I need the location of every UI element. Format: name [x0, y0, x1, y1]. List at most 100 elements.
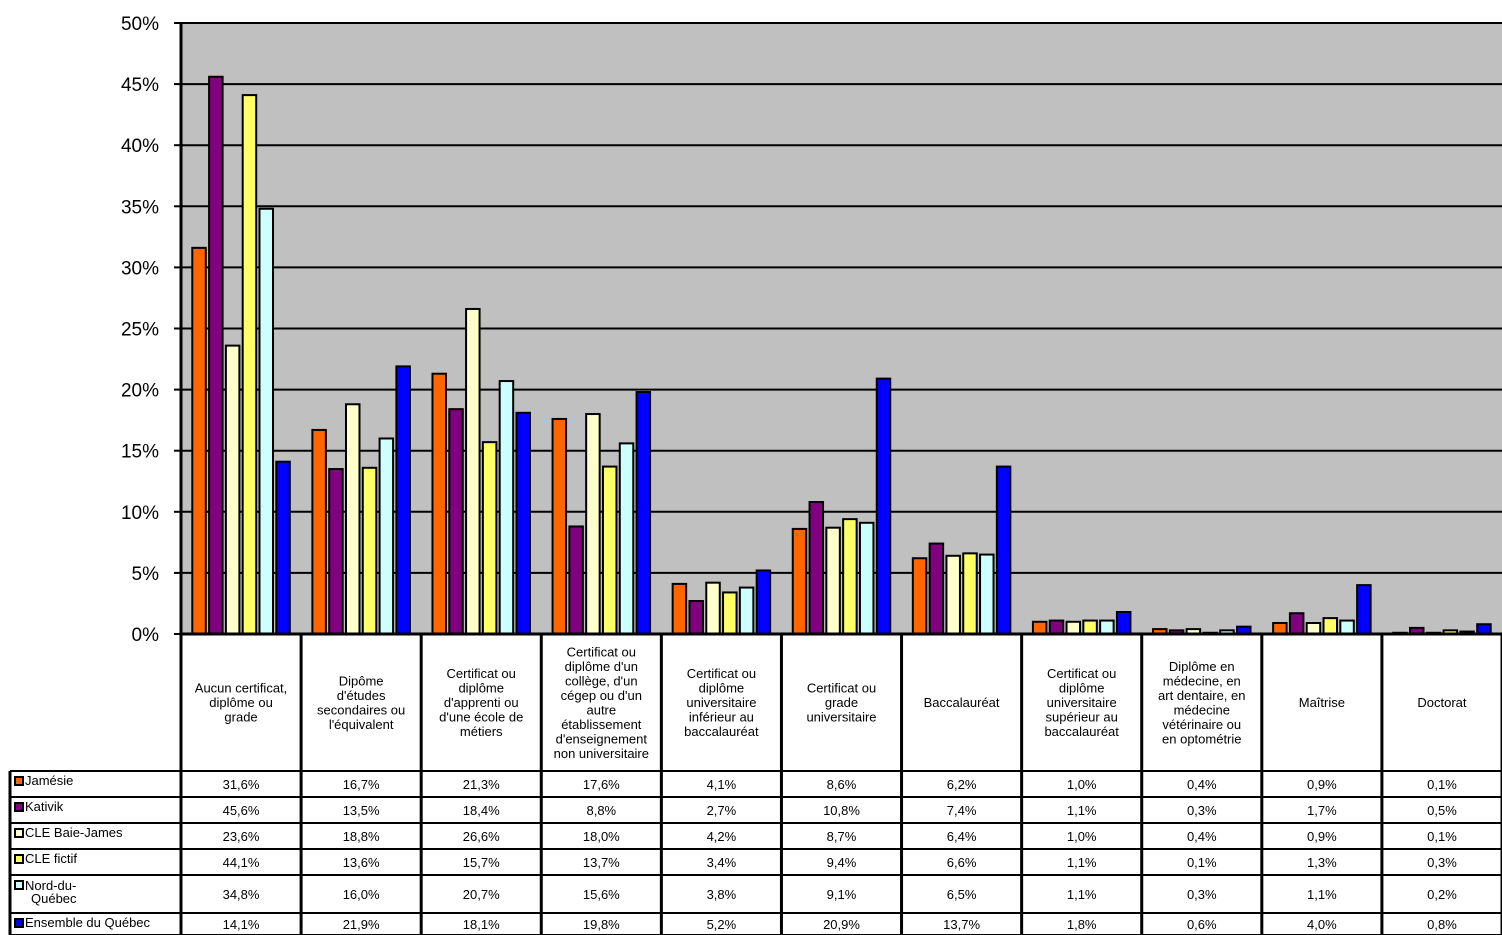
table-cell: 0,4%: [1187, 777, 1217, 792]
table-cell: 9,4%: [827, 855, 857, 870]
bar: [1322, 617, 1339, 636]
table-cell: 8,6%: [827, 777, 857, 792]
bar: [378, 437, 395, 636]
bar: [1272, 622, 1288, 636]
legend-label-line: Québec: [31, 891, 77, 906]
y-tick-label: 0%: [132, 625, 160, 646]
category-label: Certificat ou diplôme universitaire supérie…: [1044, 666, 1119, 739]
table-cell: 18,1%: [463, 917, 500, 932]
table-cell: 10,8%: [823, 803, 860, 818]
table-cell: 18,8%: [343, 829, 380, 844]
bar: [995, 465, 1012, 635]
table-cell: 23,6%: [223, 829, 260, 844]
bar: [208, 75, 224, 635]
category-label-line: universitaire: [686, 695, 756, 710]
legend-label: CLE Baie-James: [25, 825, 123, 840]
bar: [395, 365, 411, 635]
bar: [1339, 619, 1355, 635]
table-cell: 5,2%: [707, 917, 737, 932]
y-tick-label: 5%: [132, 564, 160, 585]
legend-key: [14, 828, 24, 838]
y-tick-label: 10%: [121, 503, 159, 524]
y-tick-label: 25%: [121, 320, 159, 341]
table-cell: 20,9%: [823, 917, 860, 932]
category-label-line: autre: [586, 702, 616, 717]
table-cell: 0,8%: [1427, 917, 1457, 932]
legend-key: [14, 880, 24, 890]
category-label: Doctorat: [1417, 695, 1467, 710]
bar: [568, 525, 584, 635]
table-cell: 34,8%: [223, 887, 260, 902]
bar: [328, 468, 344, 635]
table-cell: 0,9%: [1307, 829, 1337, 844]
bar: [705, 581, 721, 636]
table-cell: 7,4%: [947, 803, 977, 818]
legend-key: [14, 918, 24, 928]
bar: [962, 552, 978, 636]
table-cell: 20,7%: [463, 887, 500, 902]
legend-label: Nord-du-Québec: [25, 878, 77, 906]
category-label-line: Aucun certificat,: [195, 681, 288, 696]
category-label-line: Certificat ou: [807, 681, 876, 696]
bar: [618, 442, 635, 636]
category-label: Certificat ou diplôme d'apprenti ou d'une é…: [439, 666, 523, 739]
table-cell: 21,9%: [343, 917, 380, 932]
bar: [755, 569, 772, 635]
bar: [1099, 619, 1115, 635]
bar: [808, 501, 825, 635]
table-cell: 6,4%: [947, 829, 977, 844]
table-cell: 1,1%: [1067, 855, 1097, 870]
legend-label: Ensemble du Québec: [25, 915, 151, 930]
bar: [875, 377, 892, 635]
table-cell: 19,8%: [583, 917, 620, 932]
table-cell: 2,7%: [707, 803, 737, 818]
table-cell: 15,7%: [463, 855, 500, 870]
bar: [585, 413, 601, 636]
bar: [1082, 619, 1098, 635]
bar: [515, 411, 531, 635]
category-label: Maîtrise: [1299, 695, 1345, 710]
bar: [911, 557, 928, 636]
legend-label: Kativik: [25, 799, 64, 814]
category-label-line: Certificat ou: [447, 666, 516, 681]
table-cell: 18,0%: [583, 829, 620, 844]
table-cell: 0,3%: [1427, 855, 1457, 870]
category-label-line: secondaires ou: [317, 702, 405, 717]
table-cell: 16,7%: [343, 777, 380, 792]
bar: [498, 380, 515, 635]
bar: [1288, 612, 1305, 636]
table-cell: 0,2%: [1427, 887, 1457, 902]
table-cell: 6,6%: [947, 855, 977, 870]
bar: [825, 526, 841, 635]
legend-key: [14, 854, 24, 864]
category-label-line: inférieur au: [689, 710, 754, 725]
table-cell: 1,3%: [1307, 855, 1337, 870]
table-cell: 1,7%: [1307, 803, 1337, 818]
category-label-line: baccalauréat: [684, 724, 759, 739]
bar: [361, 466, 378, 636]
bar: [601, 465, 618, 635]
category-label-line: Doctorat: [1417, 695, 1467, 710]
y-tick-label: 20%: [121, 381, 159, 402]
table-cell: 31,6%: [223, 777, 260, 792]
category-label: Certificat ou diplôme d'un collège, d'un cé…: [554, 644, 649, 761]
bar: [224, 344, 241, 635]
bar: [722, 591, 738, 636]
category-label-line: établissement: [561, 717, 642, 732]
category-label: Aucun certificat, diplôme ou grade: [195, 681, 288, 725]
category-label-line: diplôme d'un: [565, 659, 638, 674]
table-cell: 13,7%: [943, 917, 980, 932]
bar: [1115, 611, 1132, 636]
bar: [431, 372, 447, 635]
y-tick-label: 35%: [121, 197, 159, 218]
category-label-line: non universitaire: [554, 746, 649, 761]
table-cell: 4,2%: [707, 829, 737, 844]
table-cell: 45,6%: [223, 803, 260, 818]
bar: [448, 408, 464, 636]
category-label-line: l'équivalent: [329, 717, 394, 732]
bar: [945, 554, 961, 635]
table-cell: 1,8%: [1067, 917, 1097, 932]
bar: [1305, 622, 1322, 636]
